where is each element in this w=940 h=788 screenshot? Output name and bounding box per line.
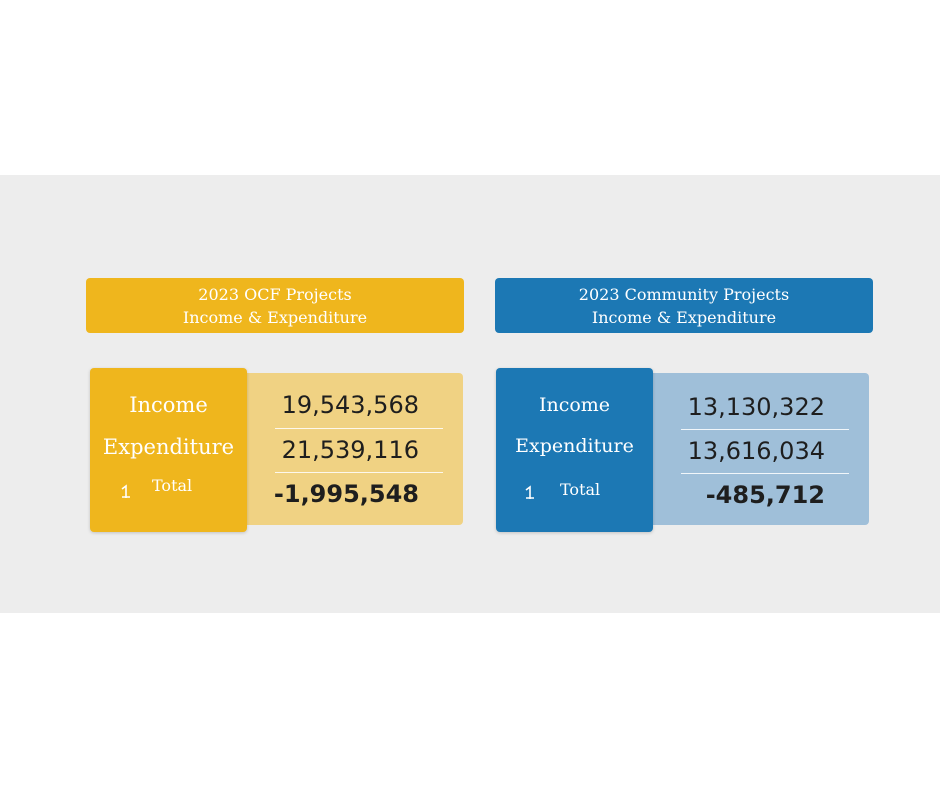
community-expenditure-label: Expenditure xyxy=(515,435,634,457)
ocf-expenditure-label: Expenditure xyxy=(102,435,235,459)
community-income-label: Income xyxy=(538,394,611,416)
ocf-table-header: 2023 OCF Projects Income & Expenditure xyxy=(86,278,464,333)
ocf-title-line1: 2023 OCF Projects xyxy=(198,284,352,304)
community-total-row: Total xyxy=(496,478,653,508)
ocf-income-value: 19,543,568 xyxy=(281,391,419,419)
community-values-panel: 13,130,322 13,616,034 -485,712 xyxy=(648,373,869,525)
ocf-title-line2: Income & Expenditure xyxy=(182,307,368,327)
ocf-income-label: Income xyxy=(129,393,208,417)
ocf-total-label: Total xyxy=(152,476,193,495)
community-total-value: -485,712 xyxy=(705,481,825,509)
ocf-labels-panel: Income Expenditure Total xyxy=(90,368,247,532)
ocf-total-row: Total xyxy=(90,475,247,505)
community-total-label: Total xyxy=(560,480,601,499)
sum-icon xyxy=(525,485,534,499)
sum-icon xyxy=(121,484,130,498)
ocf-divider-2 xyxy=(275,472,443,473)
ocf-values-panel: 19,543,568 21,539,116 -1,995,548 xyxy=(240,373,463,525)
community-table-header: 2023 Community Projects Income & Expendi… xyxy=(495,278,873,333)
community-title-line1: 2023 Community Projects xyxy=(578,284,790,304)
community-divider-1 xyxy=(681,429,849,430)
community-title-line2: Income & Expenditure xyxy=(591,307,777,327)
ocf-expenditure-value: 21,539,116 xyxy=(281,436,419,464)
community-expenditure-value: 13,616,034 xyxy=(687,437,825,465)
community-income-value: 13,130,322 xyxy=(687,393,825,421)
community-divider-2 xyxy=(681,473,849,474)
community-labels-panel: Income Expenditure Total xyxy=(496,368,653,532)
ocf-total-value: -1,995,548 xyxy=(273,480,419,508)
ocf-divider-1 xyxy=(275,428,443,429)
